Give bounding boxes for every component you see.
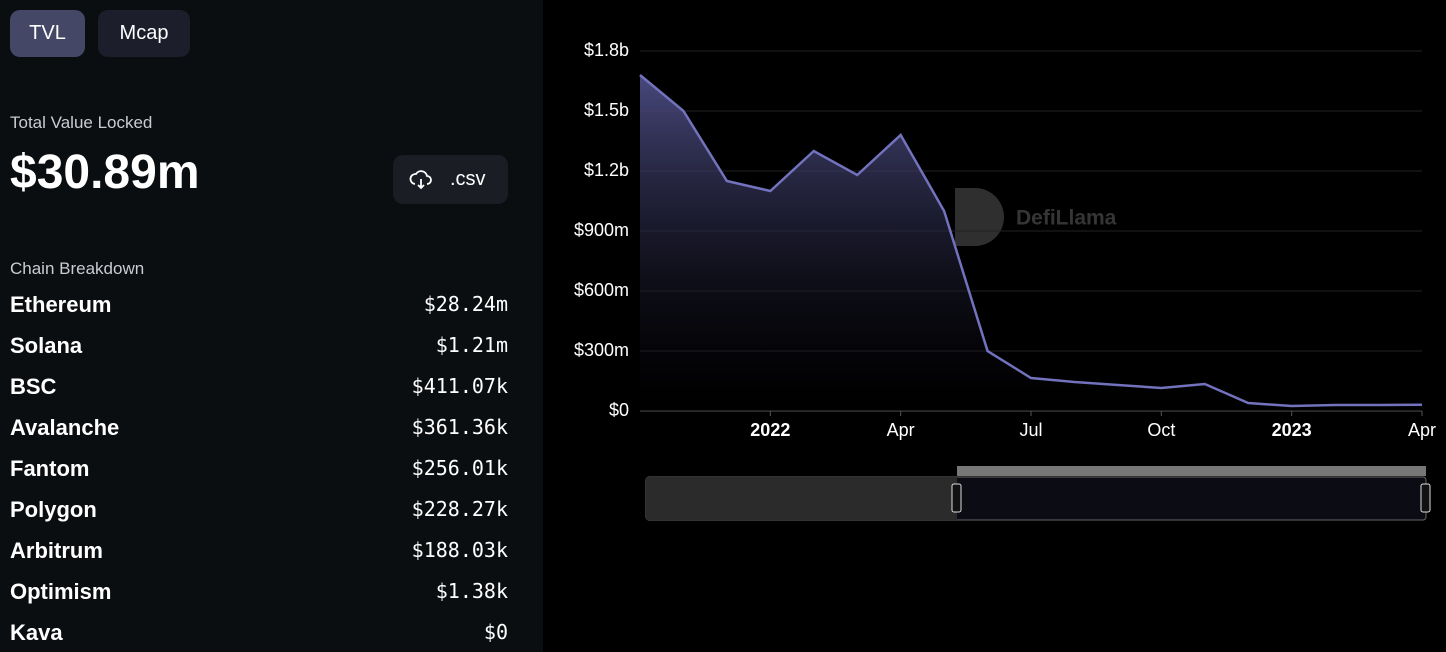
watermark: DefiLlama [1016,207,1117,230]
chain-tvl: $361.36k [411,415,508,439]
chain-tvl: $1.38k [435,579,508,603]
csv-button[interactable]: .csv [393,155,508,204]
chain-name: Optimism [10,579,112,604]
tab-tvl[interactable]: TVL [10,10,85,57]
tvl-label: Total Value Locked [10,113,153,132]
chain-row: Fantom $256.01k [10,456,508,486]
x-tick-label: Oct [1147,420,1175,440]
chain-name: Solana [10,333,83,358]
y-tick-label: $600m [574,280,629,300]
x-tick-label: 2023 [1272,420,1312,440]
y-tick-label: $0 [609,400,629,420]
area [640,75,1422,411]
chain-tvl: $188.03k [411,538,508,562]
chain-row: Avalanche $361.36k [10,415,508,445]
chain-name: Kava [10,620,63,645]
chain-row: Optimism $1.38k [10,579,508,609]
chain-name: BSC [10,374,57,399]
chain-name: Fantom [10,456,90,481]
y-tick-label: $900m [574,220,629,240]
y-tick-label: $1.5b [584,100,629,120]
sidebar: TVL Mcap Total Value Locked $30.89m .csv… [0,0,543,652]
chain-row: Arbitrum $188.03k [10,538,508,568]
chain-tvl: $1.21m [435,333,508,357]
y-tick-label: $1.8b [584,40,629,60]
chain-row: Ethereum $28.24m [10,292,508,322]
chain-row: Polygon $228.27k [10,497,508,527]
tvl-value: $30.89m [10,146,200,199]
chain-tvl: $0 [483,620,508,644]
chain-tvl: $256.01k [411,456,508,480]
breakdown-title: Chain Breakdown [10,259,145,278]
x-tick-label: Apr [1408,420,1436,440]
chain-tvl: $28.24m [423,292,508,316]
x-tick-label: 2022 [750,420,790,440]
chain-row: Kava $0 [10,620,508,650]
brush[interactable] [645,466,1431,521]
chain-tvl: $228.27k [411,497,508,521]
logo: DefiLlama [955,188,1117,246]
chain-name: Arbitrum [10,538,103,563]
y-tick-label: $1.2b [584,160,629,180]
x-tick-label: Jul [1019,420,1042,440]
tab-mcap[interactable]: Mcap [98,10,190,57]
csv-label: .csv [450,168,486,190]
download-icon [409,170,432,190]
chain-name: Avalanche [10,415,120,440]
line [639,74,1423,408]
chain-row: BSC $411.07k [10,374,508,404]
chain-name: Ethereum [10,292,112,317]
x-tick-label: Apr [887,420,915,440]
y-tick-label: $300m [574,340,629,360]
chain-row: Solana $1.21m [10,333,508,363]
chain-name: Polygon [10,497,97,522]
chain-tvl: $411.07k [411,374,508,398]
